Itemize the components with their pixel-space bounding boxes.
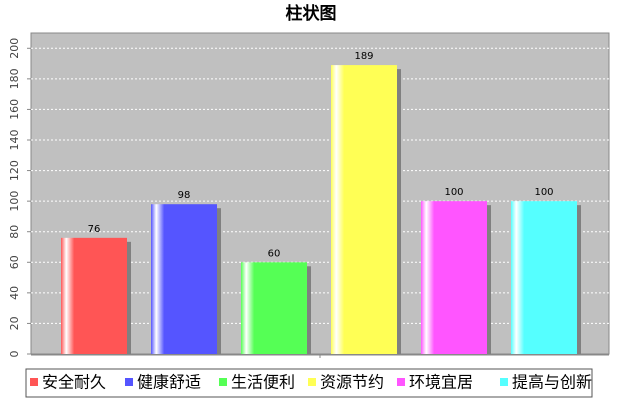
legend-label: 安全耐久: [42, 373, 106, 392]
bar: [241, 262, 307, 354]
legend-swatch: [125, 378, 133, 386]
legend-label: 环境宜居: [409, 373, 473, 392]
y-tick-label: 200: [8, 38, 21, 59]
bar: [61, 237, 127, 354]
value-label: 98: [178, 190, 191, 201]
legend-label: 生活便利: [231, 373, 295, 392]
legend-label: 提高与创新: [512, 373, 592, 392]
legend-swatch: [219, 378, 227, 386]
y-tick-label: 100: [8, 191, 21, 212]
value-label: 76: [88, 224, 101, 235]
legend-swatch: [397, 378, 405, 386]
y-tick-label: 80: [8, 225, 21, 239]
legend-label: 资源节约: [320, 373, 384, 392]
y-tick-label: 40: [8, 286, 21, 300]
bar: [421, 201, 487, 354]
legend-swatch: [308, 378, 316, 386]
bar: [331, 65, 397, 354]
y-tick-label: 20: [8, 316, 21, 330]
chart-title: 柱状图: [286, 3, 337, 24]
legend-label: 健康舒适: [137, 373, 201, 392]
value-label: 60: [268, 248, 281, 259]
y-tick-label: 140: [8, 130, 21, 151]
y-tick-label: 120: [8, 160, 21, 181]
value-label: 100: [444, 187, 463, 198]
y-tick-label: 0: [8, 351, 21, 358]
bar: [151, 204, 217, 354]
legend-swatch: [30, 378, 38, 386]
y-tick-label: 180: [8, 68, 21, 89]
value-label: 189: [354, 51, 373, 62]
bar: [511, 201, 577, 354]
y-tick-label: 160: [8, 99, 21, 120]
y-tick-label: 60: [8, 255, 21, 269]
value-label: 100: [534, 187, 553, 198]
legend-swatch: [500, 378, 508, 386]
